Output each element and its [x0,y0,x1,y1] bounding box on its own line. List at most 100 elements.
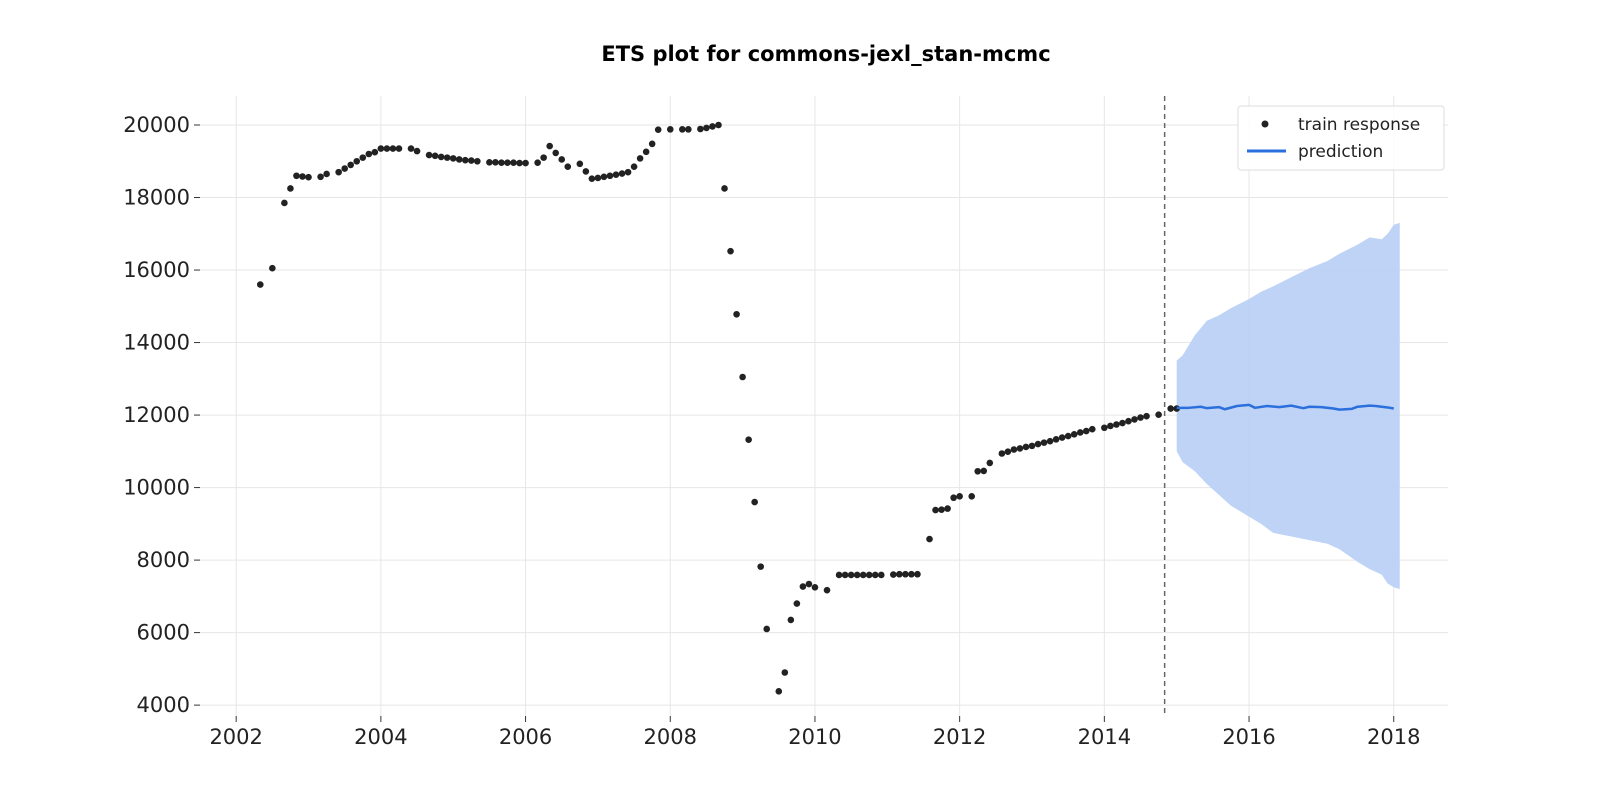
train-response-point [1167,405,1174,412]
y-tick-label: 14000 [123,331,190,355]
train-response-point [1076,429,1084,436]
train-response-point [805,580,813,588]
x-tick-label: 2002 [209,725,262,749]
train-response-point [407,145,415,152]
y-tick-label: 10000 [123,476,190,500]
train-response-point [546,142,553,150]
train-response-point [908,570,915,578]
train-response-point [896,570,903,578]
train-response-point [781,669,789,676]
train-response-point [455,156,463,163]
train-response-point [727,247,734,255]
train-response-point [847,571,855,579]
train-response-point [305,173,312,181]
train-response-point [1125,417,1132,425]
train-response-point [269,264,276,272]
train-response-point [383,145,391,152]
train-response-point [492,159,499,166]
axes: 2002 2004 2006 2008 2010 2012 2014 2016 2018 4000… [123,113,1420,749]
train-response-point [281,199,288,207]
train-response-point [1046,437,1054,445]
y-tick-label: 18000 [123,186,190,210]
train-response-point [425,151,433,159]
train-response-point [347,161,355,169]
y-tick-label: 16000 [123,258,190,282]
train-response-point [317,173,324,181]
x-tick-label: 2014 [1078,725,1131,749]
train-response-point [293,172,300,180]
x-tick-label: 2006 [499,725,552,749]
train-response-point [877,571,885,579]
legend: train response prediction [1237,105,1445,171]
train-response-point [1022,443,1030,451]
train-response-point [498,159,505,167]
train-response-point [974,467,982,475]
y-tick-label: 6000 [137,621,190,645]
train-response-point [835,571,843,579]
train-response-point [1113,421,1120,428]
y-tick-label: 4000 [137,693,190,717]
train-response-point [1070,430,1078,438]
train-response-series [256,121,1180,695]
train-response-point [986,459,994,467]
train-response-point [648,140,656,148]
train-response-point [256,281,264,288]
train-response-point [636,155,644,162]
train-response-point [1040,439,1048,446]
legend-prediction-label: prediction [1298,142,1383,162]
train-response-point [365,150,373,158]
train-response-point [449,155,457,162]
legend-train-response-label: train response [1298,115,1420,135]
train-response-point [841,571,849,579]
train-response-point [1016,445,1024,452]
legend-train-response-marker [1261,120,1269,128]
train-response-point [751,498,758,506]
train-response-point [757,563,764,570]
train-response-point [558,156,566,163]
train-response-point [1004,448,1012,455]
train-response-point [606,172,614,180]
x-tick-label: 2012 [933,725,986,749]
y-tick-label: 12000 [123,403,190,427]
train-response-point [654,126,662,134]
train-response-point [1155,411,1162,419]
train-response-point [721,185,728,192]
train-response-point [564,163,572,171]
train-response-point [745,436,752,444]
train-response-point [1131,416,1138,423]
y-tick-label: 20000 [123,113,190,137]
x-tick-label: 2016 [1222,725,1275,749]
train-response-point [437,153,445,161]
train-response-point [733,310,740,318]
x-tick-label: 2008 [644,725,697,749]
train-response-point [413,147,421,155]
x-tick-label: 2018 [1367,725,1420,749]
train-response-point [588,175,596,182]
train-response-point [715,121,722,129]
train-response-point [642,148,650,156]
legend-frame [1237,105,1445,171]
train-response-point [1107,422,1114,430]
train-response-point [956,492,963,500]
train-response-point [612,171,620,178]
train-response-point [703,124,710,132]
train-response-point [461,156,469,164]
train-response-point [335,168,342,176]
train-response-point [1143,412,1150,420]
train-response-point [474,157,481,165]
train-response-point [968,492,976,500]
train-response-point [630,163,638,171]
train-response-point [594,174,602,182]
train-response-point [823,586,831,594]
train-response-point [389,145,397,152]
train-response-point [787,616,795,624]
train-response-point [932,506,939,514]
train-response-point [323,170,330,178]
train-response-point [341,165,348,172]
train-response-point [443,154,451,161]
x-tick-label: 2010 [788,725,841,749]
train-response-point [926,535,933,543]
prediction-series [1176,403,1394,411]
train-response-point [679,126,686,133]
train-response-point [395,145,403,152]
